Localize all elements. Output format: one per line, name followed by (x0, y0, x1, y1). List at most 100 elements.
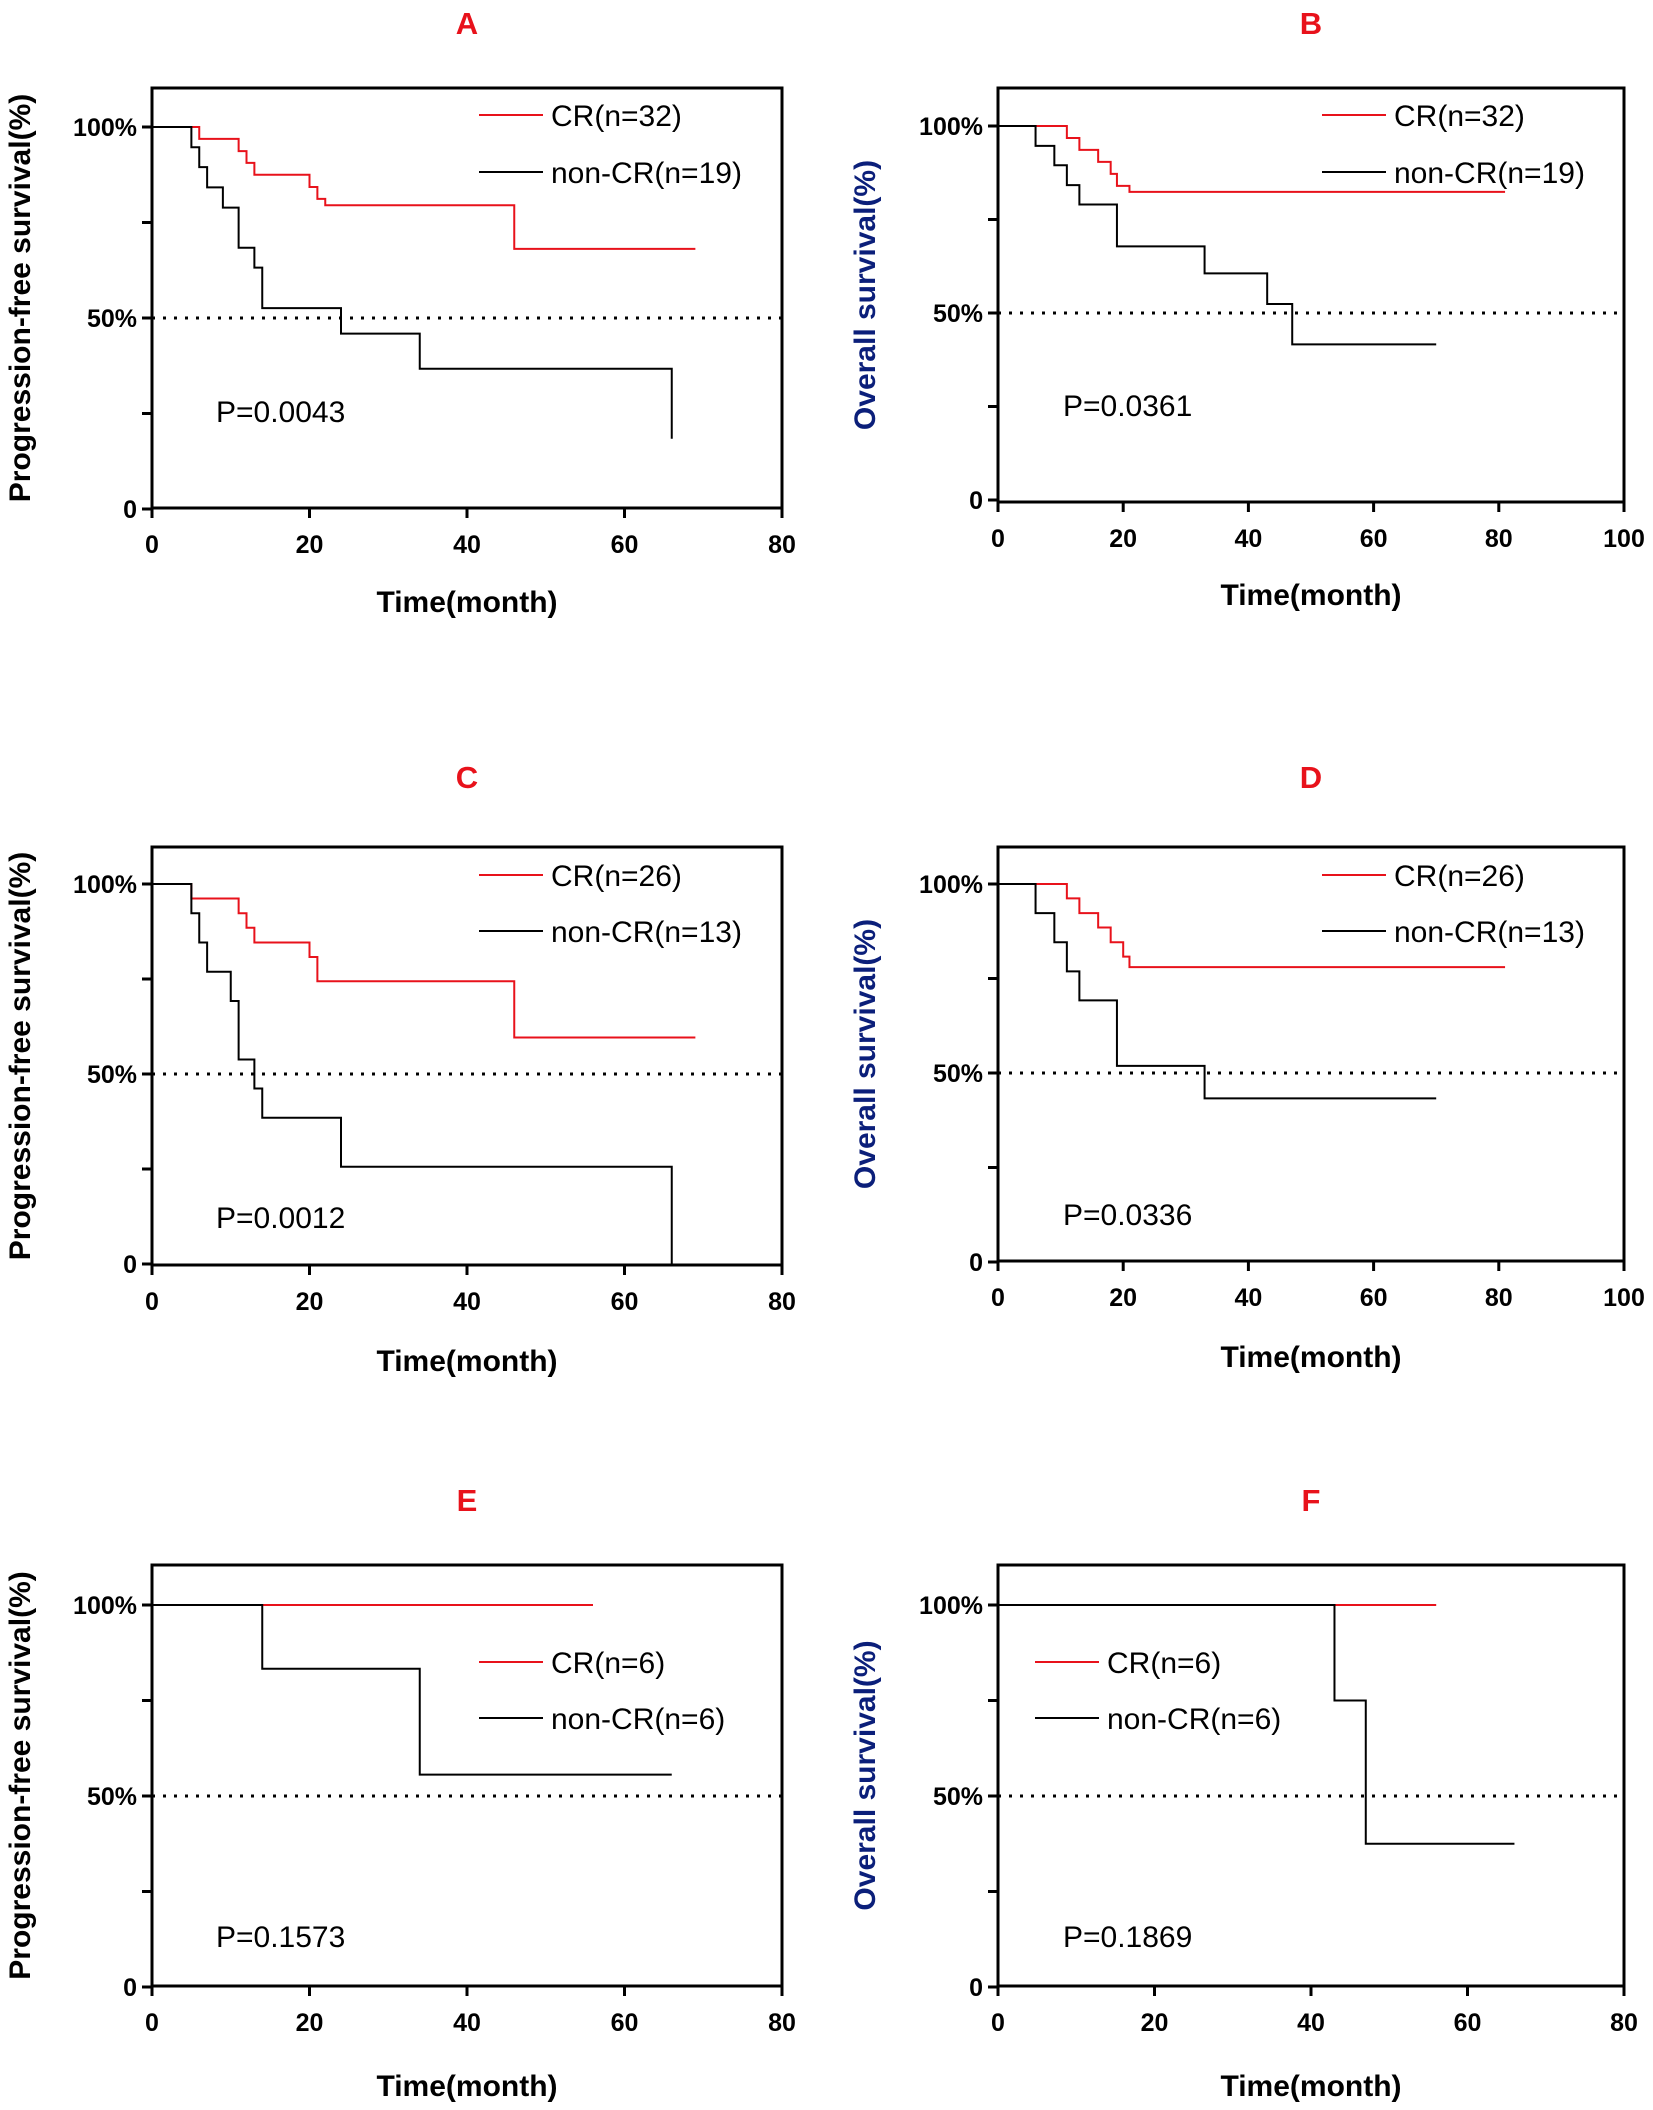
x-tick-label: 40 (453, 2009, 481, 2037)
cr-survival-curve (998, 883, 1506, 969)
x-tick-label: 0 (991, 1284, 1005, 1312)
y-tick-label: 50% (933, 1060, 983, 1088)
panel-b: B 0 20 40 60 80 100 0 50% 100% Time(month) Overall … (849, 6, 1645, 612)
x-tick-label: 60 (611, 531, 639, 559)
legend-label-cr: CR(n=26) (551, 860, 682, 893)
x-tick-label: 80 (768, 1288, 796, 1316)
x-tick-label: 80 (1610, 2009, 1638, 2037)
y-tick-label: 100% (919, 1592, 983, 1620)
legend-label-cr: CR(n=32) (551, 100, 682, 133)
x-tick-label: 0 (145, 531, 159, 559)
y-axis-title: Overall survival(%) (849, 160, 882, 430)
y-tick-label: 100% (73, 871, 137, 899)
legend-label-cr: CR(n=32) (1394, 100, 1525, 133)
p-value: P=0.0361 (1063, 390, 1192, 423)
y-tick-label: 50% (87, 1783, 137, 1811)
legend-label-noncr: non-CR(n=13) (551, 916, 742, 949)
panel-e: E 0 20 40 60 80 0 50% 100% Time(month) Progression… (4, 1483, 796, 2103)
x-axis-title: Time(month) (1220, 1341, 1401, 1374)
panel-letter: D (1300, 760, 1322, 795)
x-tick-label: 80 (768, 531, 796, 559)
x-tick-label: 20 (1109, 1284, 1137, 1312)
p-value: P=0.0336 (1063, 1199, 1192, 1232)
x-tick-label: 40 (453, 531, 481, 559)
legend-label-cr: CR(n=6) (551, 1647, 665, 1680)
legend-label-noncr: non-CR(n=6) (1107, 1703, 1281, 1736)
x-tick-label: 20 (1109, 525, 1137, 553)
x-tick-label: 100 (1603, 1284, 1645, 1312)
x-axis-title: Time(month) (376, 2070, 557, 2103)
legend-label-cr: CR(n=6) (1107, 1647, 1221, 1680)
y-tick-label: 0 (123, 1251, 137, 1279)
y-tick-label: 0 (969, 1974, 983, 2002)
panel-c: C 0 20 40 60 80 0 50% 100% Time(month) Progression… (4, 760, 796, 1378)
x-tick-label: 60 (1360, 1284, 1388, 1312)
x-tick-label: 60 (611, 1288, 639, 1316)
y-axis-title: Progression-free survival(%) (4, 852, 37, 1260)
x-tick-label: 80 (768, 2009, 796, 2037)
legend-label-noncr: non-CR(n=6) (551, 1703, 725, 1736)
y-tick-label: 100% (73, 1592, 137, 1620)
x-tick-label: 20 (1141, 2009, 1169, 2037)
x-tick-label: 80 (1485, 525, 1513, 553)
noncr-survival-curve (152, 1604, 672, 1776)
y-axis-title: Overall survival(%) (849, 1640, 882, 1910)
x-tick-label: 0 (991, 2009, 1005, 2037)
x-tick-label: 20 (296, 531, 324, 559)
x-axis-title: Time(month) (376, 1345, 557, 1378)
x-tick-label: 60 (1454, 2009, 1482, 2037)
panel-letter: B (1300, 6, 1322, 41)
x-tick-label: 40 (1297, 2009, 1325, 2037)
x-tick-label: 0 (991, 525, 1005, 553)
y-tick-label: 50% (87, 305, 137, 333)
y-tick-label: 100% (73, 114, 137, 142)
y-tick-label: 50% (933, 1783, 983, 1811)
y-tick-label: 50% (87, 1061, 137, 1089)
x-axis-title: Time(month) (1220, 2070, 1401, 2103)
noncr-survival-curve (152, 883, 673, 1264)
cr-survival-curve (152, 126, 696, 250)
legend-label-noncr: non-CR(n=19) (1394, 157, 1585, 190)
y-axis-title: Progression-free survival(%) (4, 1571, 37, 1979)
y-axis-title: Overall survival(%) (849, 919, 882, 1189)
panel-letter: C (456, 760, 478, 795)
x-tick-label: 40 (1234, 525, 1262, 553)
x-tick-label: 40 (453, 1288, 481, 1316)
y-tick-label: 100% (919, 871, 983, 899)
x-tick-label: 60 (1360, 525, 1388, 553)
legend-label-noncr: non-CR(n=13) (1394, 916, 1585, 949)
y-tick-label: 100% (919, 113, 983, 141)
noncr-survival-curve (998, 125, 1437, 346)
cr-survival-curve (152, 883, 696, 1039)
y-tick-label: 0 (123, 496, 137, 524)
panel-f: F 0 20 40 60 80 0 50% 100% Time(month) Overall sur… (849, 1483, 1638, 2103)
x-axis-title: Time(month) (376, 586, 557, 619)
x-axis-title: Time(month) (1220, 579, 1401, 612)
panel-letter: F (1302, 1483, 1321, 1518)
x-tick-label: 20 (296, 1288, 324, 1316)
y-tick-label: 0 (969, 487, 983, 515)
cr-survival-curve (998, 125, 1506, 193)
x-tick-label: 60 (611, 2009, 639, 2037)
x-tick-label: 0 (145, 2009, 159, 2037)
p-value: P=0.0012 (216, 1202, 345, 1235)
y-tick-label: 50% (933, 300, 983, 328)
x-tick-label: 40 (1234, 1284, 1262, 1312)
noncr-survival-curve (998, 1604, 1515, 1845)
y-tick-label: 0 (123, 1974, 137, 2002)
x-tick-label: 0 (145, 1288, 159, 1316)
p-value: P=0.1869 (1063, 1921, 1192, 1954)
legend-label-noncr: non-CR(n=19) (551, 157, 742, 190)
noncr-survival-curve (998, 883, 1437, 1100)
p-value: P=0.1573 (216, 1921, 345, 1954)
p-value: P=0.0043 (216, 396, 345, 429)
panel-d: D 0 20 40 60 80 100 0 50% 100% Time(month) Overall … (849, 760, 1645, 1374)
panel-a: A 0 20 40 60 80 0 50% 100% Time(month) Progression… (4, 6, 796, 619)
x-tick-label: 20 (296, 2009, 324, 2037)
plot-frame (996, 86, 1626, 504)
legend-label-cr: CR(n=26) (1394, 860, 1525, 893)
panel-letter: A (456, 6, 478, 41)
panel-letter: E (457, 1483, 478, 1518)
y-tick-label: 0 (969, 1249, 983, 1277)
